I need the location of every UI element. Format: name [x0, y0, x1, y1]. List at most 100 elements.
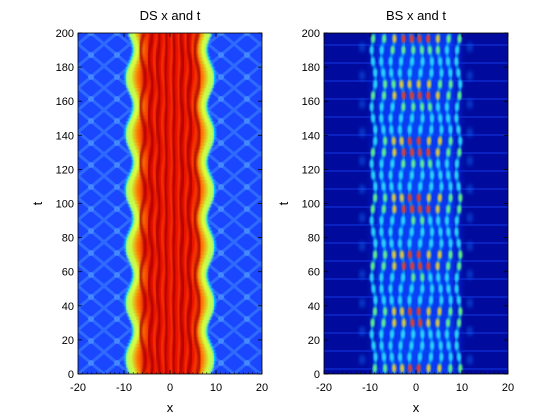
bs-blob: [445, 318, 451, 328]
bs-blob: [407, 125, 412, 135]
bs-side-blob: [359, 241, 365, 252]
bs-blob: [399, 250, 404, 260]
bs-blob: [407, 250, 412, 260]
bs-blob: [379, 227, 384, 237]
bs-blob: [454, 159, 460, 169]
bs-blob: [437, 250, 442, 260]
bs-blob: [430, 170, 435, 180]
bs-blob: [458, 250, 463, 260]
bs-blob: [381, 68, 386, 78]
bs-blob: [417, 34, 422, 44]
bs-blob: [416, 250, 421, 260]
bs-blob: [373, 68, 378, 78]
bs-x-ticks: -20 -10 0 10 20: [316, 33, 514, 394]
bs-blob: [426, 363, 431, 373]
bs-blob: [448, 182, 453, 191]
bs-blob: [379, 329, 384, 339]
bs-blob: [382, 34, 387, 44]
y-tick-label: 100: [302, 199, 320, 211]
ds-core-segment: [130, 325, 210, 331]
y-tick-label: 60: [308, 267, 320, 279]
ds-core-segment: [130, 100, 210, 106]
ds-stripe-bright: [144, 33, 152, 374]
bs-blob: [444, 102, 449, 112]
bs-blob: [446, 91, 451, 100]
bs-blob: [392, 91, 397, 100]
ds-core-segment: [129, 264, 211, 269]
ds-stripe-dark: [185, 33, 193, 374]
y-tick-label: 180: [56, 62, 74, 74]
bs-blob: [391, 250, 397, 260]
ds-core-segment: [127, 226, 213, 232]
bs-blob: [435, 45, 440, 55]
bs-blob: [389, 329, 395, 339]
bs-blob: [379, 45, 384, 55]
bs-blob: [379, 272, 384, 282]
bs-blob: [372, 307, 378, 316]
bs-blob: [439, 352, 444, 362]
bs-blob: [373, 238, 378, 248]
bs-blob: [407, 307, 412, 316]
ds-core-segment: [129, 332, 211, 337]
ds-core-segment: [129, 165, 211, 170]
bs-blob: [456, 295, 461, 305]
bs-blob: [435, 34, 440, 44]
bs-blob: [426, 318, 431, 328]
bs-blob: [398, 284, 403, 294]
y-tick-label: 60: [62, 267, 74, 279]
bs-side-blob: [467, 326, 473, 337]
bs-blob: [397, 352, 403, 362]
bs-blob: [373, 182, 378, 191]
y-tick-label: 80: [308, 233, 320, 245]
bs-blob: [448, 136, 453, 146]
ds-stripe-dark: [193, 33, 202, 374]
bs-side-blob: [359, 354, 365, 365]
ds-core-segment: [129, 220, 211, 225]
bs-blob: [446, 261, 451, 271]
bs-blob: [438, 227, 443, 237]
bs-side-blob: [467, 98, 473, 110]
ds-title: DS x and t: [140, 8, 201, 23]
bs-blob: [410, 261, 415, 271]
ds-core-segment: [126, 257, 214, 262]
bs-blob: [444, 45, 449, 55]
ds-core-segment: [129, 322, 211, 327]
y-tick-label: 140: [56, 130, 74, 142]
bs-blob: [458, 363, 463, 373]
bs-side-blob: [359, 212, 365, 223]
bs-blob: [381, 182, 386, 191]
bs-blob: [370, 261, 375, 271]
ds-core-segment: [130, 216, 210, 222]
bs-blob: [409, 284, 414, 294]
bs-blob: [420, 159, 425, 169]
bs-blob: [381, 204, 386, 214]
bs-blob: [417, 295, 423, 305]
bs-heatmap: [324, 33, 508, 374]
bs-blob: [446, 34, 451, 44]
bs-blob: [429, 238, 434, 248]
bs-blob: [454, 227, 459, 237]
bs-blob: [446, 113, 451, 123]
bs-blob: [444, 272, 449, 282]
bs-side-blob: [467, 127, 473, 138]
bs-stripe: [426, 33, 434, 374]
x-tick-label: 10: [210, 382, 222, 394]
bs-blob: [454, 284, 459, 294]
y-tick-label: 100: [56, 199, 74, 211]
bs-blob: [401, 204, 406, 214]
bs-blob: [381, 318, 386, 328]
bs-blob: [429, 125, 434, 135]
bs-blob: [417, 204, 422, 214]
bs-blob: [399, 56, 404, 66]
bs-blob: [417, 147, 422, 157]
bs-blob: [426, 250, 431, 260]
bs-blob: [430, 284, 435, 294]
bs-stripe: [436, 33, 443, 374]
bs-blob: [409, 147, 415, 157]
bs-side-blob: [359, 297, 365, 309]
bs-blob: [370, 318, 375, 328]
bs-blob: [418, 318, 423, 328]
bs-blob: [392, 34, 397, 44]
bs-blob: [417, 352, 423, 362]
bs-blob: [427, 45, 432, 55]
